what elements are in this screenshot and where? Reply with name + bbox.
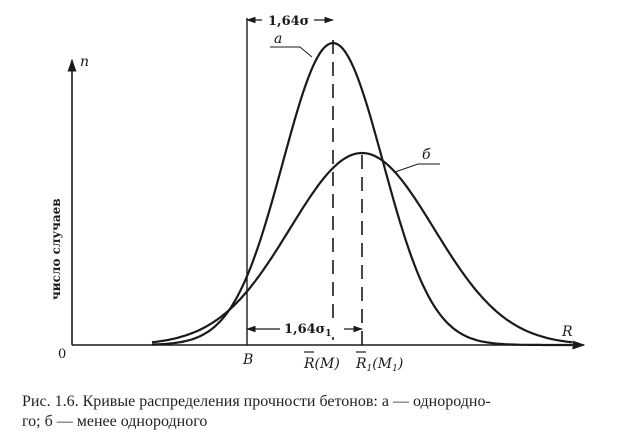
caption-line-1: Рис. 1.6. Кривые распределения прочности… xyxy=(22,393,491,410)
curve-a-leader xyxy=(270,46,313,58)
top-dimension-label: 1,64σ xyxy=(268,14,309,29)
y-axis-title: число случаев xyxy=(49,198,63,300)
bottom-dimension-label: 1,64σ1 xyxy=(284,322,332,339)
curve-b-label: б xyxy=(422,147,431,163)
figure-caption: Рис. 1.6. Кривые распределения прочности… xyxy=(22,392,622,432)
curve-a xyxy=(151,41,572,347)
curve-b xyxy=(151,151,573,344)
r1m1-label: R1(M1) xyxy=(355,356,403,374)
rm-label: R(M) xyxy=(303,356,340,372)
y-axis-label: n xyxy=(80,54,89,70)
curve-a-label: а xyxy=(274,31,282,47)
caption-line-2: го; б — менее однородного xyxy=(22,413,208,430)
origin-label: 0 xyxy=(58,347,66,362)
curve-b-leader xyxy=(394,163,440,173)
b-label: B xyxy=(242,352,253,368)
x-axis-label: R xyxy=(561,324,573,340)
